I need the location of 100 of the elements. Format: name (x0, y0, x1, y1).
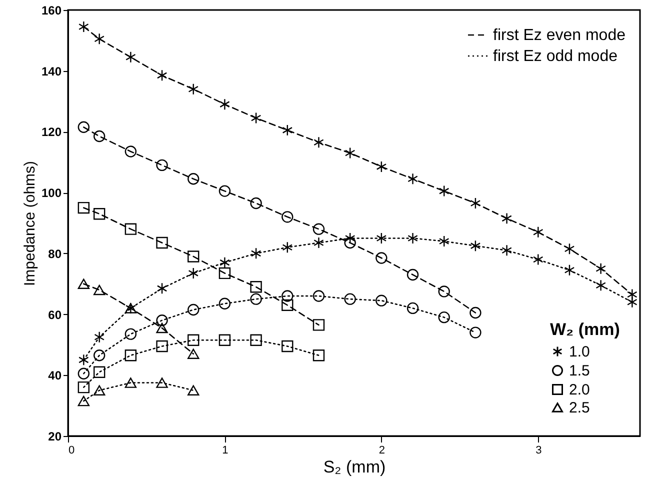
y-tick-label: 20 (48, 430, 62, 444)
x-axis-title: S₂ (mm) (323, 458, 386, 476)
point (94, 284, 106, 296)
point (250, 281, 262, 293)
point (564, 264, 575, 276)
point (406, 268, 419, 281)
x-tick-label: 1 (222, 444, 228, 456)
point (250, 293, 262, 305)
point (124, 378, 137, 388)
point (94, 350, 106, 362)
y-tick-label: 120 (41, 125, 62, 140)
y-tick-label: 100 (41, 186, 62, 200)
point (188, 250, 200, 262)
point (156, 236, 168, 249)
legend-label: 2.5 (569, 400, 590, 416)
x-tick-label: 2 (378, 444, 385, 456)
point (188, 385, 200, 396)
point (376, 252, 388, 264)
point (282, 124, 293, 136)
point (94, 385, 106, 396)
point (188, 304, 200, 316)
point (124, 146, 137, 158)
point (470, 240, 481, 252)
point (344, 236, 356, 249)
point (218, 185, 231, 197)
point (220, 98, 230, 110)
point (126, 51, 136, 64)
point (188, 348, 200, 359)
point (438, 185, 450, 197)
legend-label: 2.0 (569, 382, 590, 398)
point (78, 202, 90, 214)
point (470, 197, 481, 210)
legend-label: 1.0 (569, 344, 590, 360)
point (596, 280, 606, 292)
point (250, 334, 262, 346)
point (627, 296, 638, 308)
point (502, 244, 512, 256)
point (596, 262, 606, 274)
point (282, 290, 294, 302)
point (312, 223, 325, 235)
point (218, 334, 231, 346)
point (312, 290, 325, 302)
point (312, 319, 325, 331)
point (470, 306, 482, 319)
point (94, 331, 105, 343)
point (502, 212, 512, 224)
point (78, 20, 89, 33)
point (156, 378, 168, 388)
point (94, 208, 106, 220)
point (94, 130, 106, 142)
y-axis-title: Impedance (ohms) (21, 160, 38, 286)
point (188, 267, 199, 280)
point (124, 328, 137, 340)
point (532, 254, 544, 266)
annotation: first Ez odd mode (493, 48, 618, 65)
point (312, 350, 325, 362)
point (344, 147, 356, 159)
legend-label: 1.5 (569, 362, 590, 380)
point (218, 298, 231, 310)
point (250, 112, 262, 124)
legend-title: W₂ (mm) (550, 320, 620, 339)
point (282, 299, 294, 311)
point (156, 322, 168, 334)
x-tick-label: 0 (68, 444, 75, 456)
point (188, 173, 200, 185)
y-tick-label: 80 (48, 246, 62, 261)
point (78, 396, 90, 406)
point (94, 366, 106, 378)
y-tick-label: 40 (48, 368, 62, 383)
point (282, 340, 294, 352)
point (188, 334, 200, 346)
point (220, 256, 230, 268)
point (250, 248, 262, 260)
point (314, 136, 324, 148)
y-tick-label: 160 (41, 4, 62, 18)
point (78, 121, 90, 133)
point (94, 33, 105, 45)
point (282, 242, 293, 254)
point (376, 294, 388, 306)
point (78, 368, 90, 380)
point (376, 160, 387, 173)
point (408, 173, 418, 185)
point (406, 302, 419, 314)
point (78, 381, 90, 394)
point (470, 326, 482, 338)
point (282, 211, 294, 223)
point (376, 232, 387, 244)
point (344, 232, 356, 244)
point (78, 278, 90, 289)
point (250, 197, 262, 210)
point (78, 354, 89, 366)
y-tick-label: 140 (41, 64, 62, 78)
point (438, 311, 450, 324)
point (438, 286, 450, 298)
point (564, 243, 575, 255)
x-tick-label: 3 (536, 444, 542, 456)
point (124, 223, 137, 235)
point (124, 350, 137, 362)
point (156, 314, 168, 326)
point (408, 232, 418, 244)
